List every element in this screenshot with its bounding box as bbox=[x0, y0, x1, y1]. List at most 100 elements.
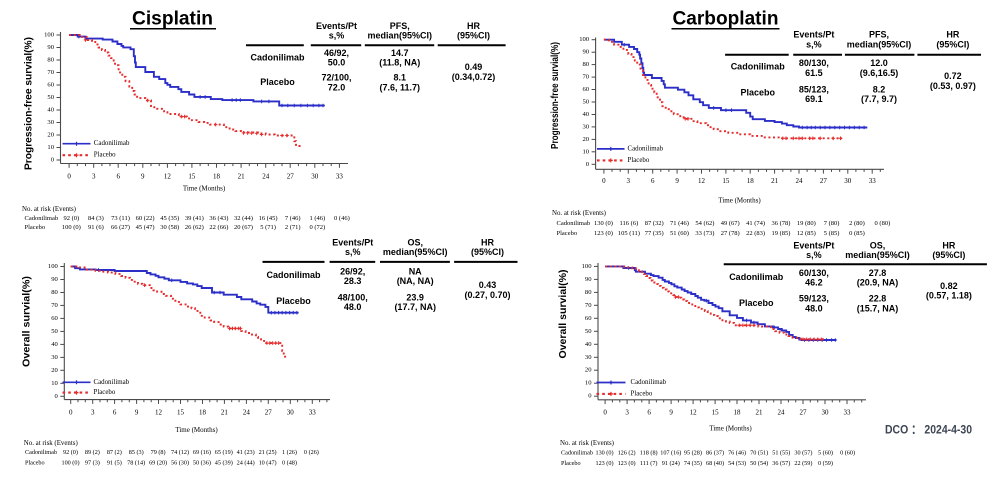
svg-text:87 (32): 87 (32) bbox=[645, 220, 664, 227]
svg-text:91 (5): 91 (5) bbox=[107, 459, 122, 466]
svg-text:56 (30): 56 (30) bbox=[171, 459, 189, 466]
svg-text:0: 0 bbox=[602, 177, 606, 185]
svg-text:Events/Pt: Events/Pt bbox=[793, 30, 834, 40]
svg-text:78 (14): 78 (14) bbox=[127, 459, 145, 466]
svg-text:69.1: 69.1 bbox=[805, 94, 823, 104]
svg-text:24: 24 bbox=[778, 409, 786, 417]
svg-text:Cadonilimab: Cadonilimab bbox=[731, 61, 786, 71]
svg-text:PFS,: PFS, bbox=[390, 21, 410, 31]
svg-text:Placebo: Placebo bbox=[561, 460, 581, 467]
svg-text:36 (78): 36 (78) bbox=[772, 220, 791, 227]
svg-text:49 (67): 49 (67) bbox=[721, 220, 740, 227]
svg-text:0 (85): 0 (85) bbox=[849, 230, 865, 237]
svg-text:85 (3): 85 (3) bbox=[129, 449, 144, 456]
svg-text:(17.7, NA): (17.7, NA) bbox=[394, 302, 436, 312]
svg-text:20: 20 bbox=[583, 136, 590, 143]
svg-text:100 (0): 100 (0) bbox=[62, 224, 81, 231]
svg-text:Placebo: Placebo bbox=[25, 224, 46, 231]
svg-text:95 (28): 95 (28) bbox=[684, 449, 702, 456]
svg-text:123 (0): 123 (0) bbox=[594, 230, 613, 237]
svg-text:Placebo: Placebo bbox=[260, 77, 295, 87]
svg-text:0 (59): 0 (59) bbox=[818, 460, 833, 467]
svg-text:0 (72): 0 (72) bbox=[309, 224, 325, 231]
svg-text:0: 0 bbox=[586, 161, 590, 168]
svg-text:123 (0): 123 (0) bbox=[595, 460, 613, 467]
svg-text:36 (57): 36 (57) bbox=[772, 460, 790, 467]
svg-text:80: 80 bbox=[47, 57, 54, 64]
svg-text:59/123,: 59/123, bbox=[799, 294, 829, 304]
svg-text:18: 18 bbox=[213, 173, 221, 181]
svg-text:26/92,: 26/92, bbox=[340, 267, 365, 277]
svg-text:s,%: s,% bbox=[329, 31, 345, 41]
svg-text:Time (Months): Time (Months) bbox=[718, 197, 761, 205]
svg-text:0: 0 bbox=[55, 393, 59, 400]
svg-text:22 (59): 22 (59) bbox=[794, 460, 812, 467]
svg-text:50: 50 bbox=[51, 328, 58, 335]
svg-text:74 (35): 74 (35) bbox=[684, 460, 702, 467]
svg-text:105 (11): 105 (11) bbox=[618, 230, 640, 237]
svg-text:HR: HR bbox=[946, 30, 959, 40]
svg-text:33: 33 bbox=[844, 409, 852, 417]
svg-text:0.49: 0.49 bbox=[465, 62, 483, 72]
svg-text:OS,: OS, bbox=[870, 240, 886, 250]
svg-text:87 (2): 87 (2) bbox=[107, 449, 122, 456]
svg-text:100: 100 bbox=[582, 263, 593, 270]
svg-text:Events/Pt: Events/Pt bbox=[316, 21, 357, 31]
svg-text:73 (11): 73 (11) bbox=[111, 215, 130, 222]
svg-text:3: 3 bbox=[625, 409, 629, 417]
svg-text:20: 20 bbox=[47, 132, 54, 139]
svg-text:33: 33 bbox=[336, 173, 344, 181]
svg-text:3: 3 bbox=[91, 409, 95, 417]
svg-text:60 (22): 60 (22) bbox=[136, 215, 155, 222]
svg-text:0: 0 bbox=[67, 173, 71, 181]
svg-text:100: 100 bbox=[579, 36, 590, 43]
svg-text:5 (71): 5 (71) bbox=[260, 224, 276, 231]
svg-text:126 (2): 126 (2) bbox=[618, 449, 636, 456]
svg-text:91 (24): 91 (24) bbox=[662, 460, 680, 467]
svg-text:9: 9 bbox=[135, 409, 139, 417]
svg-text:69 (16): 69 (16) bbox=[193, 449, 211, 456]
svg-text:60: 60 bbox=[51, 315, 58, 322]
svg-text:Cadonilimab: Cadonilimab bbox=[631, 379, 667, 386]
svg-text:70: 70 bbox=[583, 74, 590, 81]
svg-text:Time (Months): Time (Months) bbox=[183, 185, 226, 193]
svg-text:40: 40 bbox=[51, 341, 58, 348]
svg-text:7 (46): 7 (46) bbox=[285, 215, 301, 222]
svg-text:107 (16): 107 (16) bbox=[660, 449, 681, 456]
svg-text:(0.27, 0.70): (0.27, 0.70) bbox=[464, 290, 510, 300]
svg-text:27: 27 bbox=[265, 409, 273, 417]
svg-text:23.9: 23.9 bbox=[406, 293, 424, 303]
svg-text:7 (80): 7 (80) bbox=[824, 220, 840, 227]
svg-text:74 (12): 74 (12) bbox=[171, 449, 189, 456]
svg-text:60: 60 bbox=[585, 315, 592, 322]
svg-text:100: 100 bbox=[44, 32, 55, 39]
svg-text:0.82: 0.82 bbox=[940, 281, 958, 291]
svg-text:50.0: 50.0 bbox=[328, 58, 346, 68]
svg-text:48/100,: 48/100, bbox=[338, 293, 368, 303]
svg-text:10: 10 bbox=[47, 144, 54, 151]
svg-text:3: 3 bbox=[627, 177, 631, 185]
svg-text:Cadonilimab: Cadonilimab bbox=[94, 379, 130, 386]
svg-text:76 (46): 76 (46) bbox=[728, 449, 746, 456]
svg-text:40: 40 bbox=[583, 111, 590, 118]
svg-text:Placebo: Placebo bbox=[557, 230, 578, 237]
svg-text:NA: NA bbox=[409, 267, 422, 277]
svg-text:Carboplatin: Carboplatin bbox=[673, 8, 779, 29]
svg-text:Cadonilimab: Cadonilimab bbox=[561, 449, 593, 456]
svg-text:24: 24 bbox=[243, 409, 251, 417]
svg-text:16 (45): 16 (45) bbox=[259, 215, 278, 222]
svg-text:6: 6 bbox=[116, 173, 120, 181]
svg-text:21: 21 bbox=[756, 409, 764, 417]
svg-text:0.72: 0.72 bbox=[944, 71, 962, 81]
svg-text:Placebo: Placebo bbox=[94, 152, 116, 159]
svg-text:70: 70 bbox=[47, 69, 54, 76]
svg-text:80: 80 bbox=[51, 289, 58, 296]
svg-text:(0.34,0.72): (0.34,0.72) bbox=[452, 72, 496, 82]
svg-text:27: 27 bbox=[800, 409, 808, 417]
svg-text:6: 6 bbox=[651, 177, 655, 185]
svg-text:54 (53): 54 (53) bbox=[728, 460, 746, 467]
svg-text:33: 33 bbox=[869, 177, 877, 185]
svg-text:60: 60 bbox=[47, 82, 54, 89]
svg-text:90: 90 bbox=[47, 44, 54, 51]
svg-text:30: 30 bbox=[287, 409, 295, 417]
